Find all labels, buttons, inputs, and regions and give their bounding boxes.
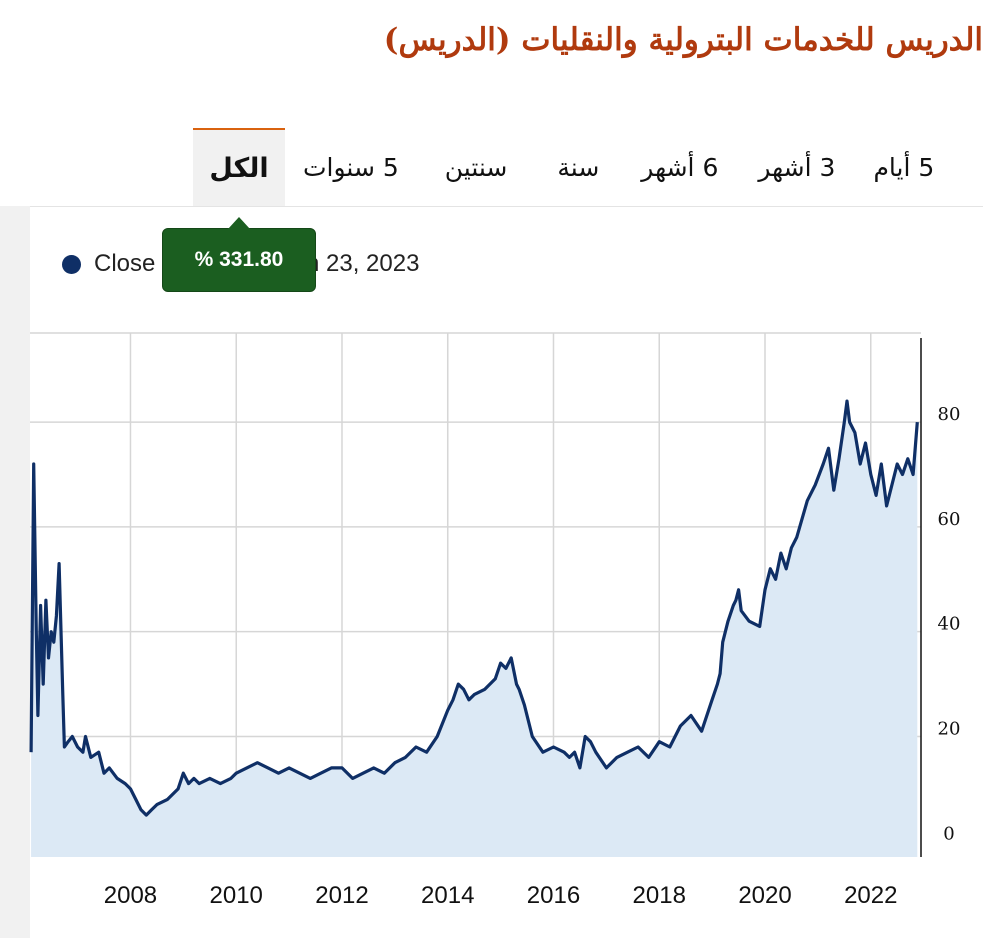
page-title: الدريس للخدمات البترولية والنقليات (الدر…	[383, 22, 983, 58]
tab-5-days[interactable]: 5 أيام	[873, 152, 935, 182]
tabs-divider	[30, 206, 983, 207]
period-tabs: الكل 5 سنوات سنتين سنة 6 أشهر 3 أشهر 5 أ…	[193, 128, 983, 206]
x-tick-label: 2010	[210, 882, 263, 909]
y-tick-label: 0	[943, 823, 954, 844]
x-tick-label: 2018	[633, 882, 686, 909]
x-tick-label: 2014	[421, 882, 474, 909]
close-series-line	[29, 399, 919, 817]
x-axis-ticks: 2008 2010 2012 2014 2016 2018 2020 2022	[104, 882, 898, 909]
x-tick-label: 2022	[844, 882, 897, 909]
tab-3-months[interactable]: 3 أشهر	[758, 152, 836, 182]
tab-5-years[interactable]: 5 سنوات	[303, 152, 399, 182]
y-tick-label: 20	[938, 718, 961, 739]
x-tick-label: 2012	[315, 882, 368, 909]
close-area-fill	[31, 401, 918, 857]
y-axis-ticks: 0 20 40 60 80	[938, 404, 961, 844]
legend-label: Close	[94, 250, 156, 277]
tab-6-months[interactable]: 6 أشهر	[641, 152, 719, 182]
legend-date: n 23, 2023	[306, 250, 420, 277]
legend-marker	[62, 254, 81, 274]
tab-all[interactable]: الكل	[193, 128, 285, 206]
chart-legend: Close n 23, 2023	[62, 250, 419, 278]
tab-2-years[interactable]: سنتين	[444, 152, 508, 182]
y-tick-label: 80	[938, 404, 961, 425]
x-tick-label: 2008	[104, 882, 157, 909]
change-tooltip: % 331.80	[162, 217, 316, 292]
tab-1-year[interactable]: سنة	[557, 152, 600, 182]
x-tick-label: 2020	[738, 882, 791, 909]
x-tick-label: 2016	[527, 882, 580, 909]
y-tick-label: 40	[938, 614, 961, 635]
left-gutter	[0, 206, 30, 938]
y-tick-label: 60	[938, 509, 961, 530]
